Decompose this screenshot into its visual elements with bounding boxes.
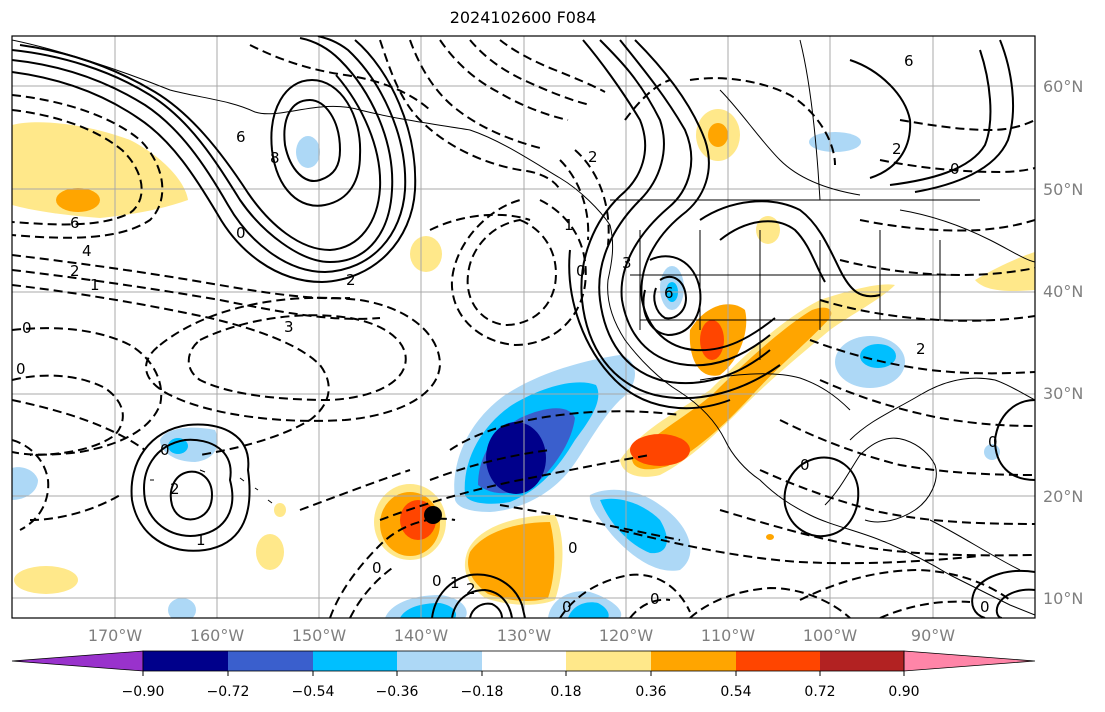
contour-label: 0 <box>160 441 170 459</box>
contour-label: 1 <box>450 574 460 592</box>
contour-label: 2 <box>588 148 598 166</box>
contour-label: 0 <box>562 598 572 616</box>
contour-label: 0 <box>800 456 810 474</box>
lat-label: 30°N <box>1043 384 1084 403</box>
colorbar-tick-label: −0.18 <box>460 684 504 700</box>
map-frame <box>11 35 1036 619</box>
colorbar-segment <box>736 651 820 671</box>
contour-label: 0 <box>432 572 442 590</box>
contour-label: 3 <box>284 318 294 336</box>
contour-label: 0 <box>568 539 578 557</box>
lon-label: 130°W <box>496 626 552 645</box>
colorbar-segment <box>651 651 736 671</box>
colorbar-tick-label: 0.72 <box>804 684 836 700</box>
lat-label: 40°N <box>1043 282 1084 301</box>
contour-label: 2 <box>466 580 476 598</box>
graticule <box>12 36 1035 618</box>
contour-label: 1 <box>564 216 574 234</box>
colorbar-segment <box>313 651 397 671</box>
colorbar-tick-label: −0.54 <box>291 684 335 700</box>
colorbar-tick-label: 0.36 <box>635 684 667 700</box>
lon-label: 170°W <box>87 626 143 645</box>
lon-label: 110°W <box>700 626 756 645</box>
colorbar-tick-label: −0.90 <box>121 684 165 700</box>
contour-label: 4 <box>82 242 92 260</box>
contour-label: 1 <box>90 276 100 294</box>
lon-label: 100°W <box>802 626 858 645</box>
contour-label: 6 <box>904 52 914 70</box>
colorbar-segment <box>397 651 482 671</box>
contour-label: 0 <box>650 590 660 608</box>
contour-label: 2 <box>70 262 80 280</box>
solid-contours <box>12 36 1035 618</box>
lat-label: 10°N <box>1043 589 1084 608</box>
colorbar-tick-label: 0.54 <box>720 684 752 700</box>
contour-label: 0 <box>576 262 586 280</box>
lat-label: 20°N <box>1043 487 1084 506</box>
contour-label: 2 <box>916 340 926 358</box>
colorbar-low-extension <box>11 650 144 672</box>
contour-label: 0 <box>372 559 382 577</box>
lat-label: 50°N <box>1043 180 1084 199</box>
contour-label: 6 <box>70 214 80 232</box>
colorbar-tick-label: −0.72 <box>206 684 250 700</box>
colorbar <box>11 650 1036 676</box>
colorbar-high-extension <box>903 650 1036 672</box>
map-title: 2024102600 F084 <box>449 8 597 27</box>
contour-label: 6 <box>236 128 246 146</box>
tropical-cyclone-marker <box>424 506 442 524</box>
contour-label: 0 <box>16 360 26 378</box>
contour-label: 2 <box>346 271 356 289</box>
lon-label: 120°W <box>598 626 654 645</box>
contour-label: 2 <box>170 480 180 498</box>
colorbar-segment <box>566 651 651 671</box>
contour-label: 0 <box>980 598 990 616</box>
coastlines <box>12 39 1035 616</box>
lon-label: 90°W <box>910 626 956 645</box>
lat-label: 60°N <box>1043 77 1084 96</box>
contour-label: 8 <box>270 149 280 167</box>
colorbar-tick-label: 0.18 <box>550 684 582 700</box>
contour-label: 0 <box>950 160 960 178</box>
contour-label: 0 <box>236 224 246 242</box>
colorbar-segment <box>143 651 228 671</box>
dashed-contours <box>12 39 1035 618</box>
lon-label: 150°W <box>291 626 347 645</box>
lon-label: 160°W <box>189 626 245 645</box>
lon-label: 140°W <box>393 626 449 645</box>
contour-label: 1 <box>196 531 206 549</box>
contour-label: 6 <box>664 284 674 302</box>
contour-label: 0 <box>22 319 32 337</box>
colorbar-segment <box>482 651 566 671</box>
contour-label: 3 <box>622 254 632 272</box>
colorbar-tick-label: −0.36 <box>375 684 419 700</box>
colorbar-segment <box>228 651 313 671</box>
contour-label: 0 <box>988 433 998 451</box>
contour-labels: 6 4 2 1 0 0 8 6 2 3 2 1 0 6 0 2 3 6 0 2 … <box>16 52 998 616</box>
colorbar-segment <box>820 651 904 671</box>
contour-label: 2 <box>892 140 902 158</box>
colorbar-tick-label: 0.90 <box>888 684 920 700</box>
